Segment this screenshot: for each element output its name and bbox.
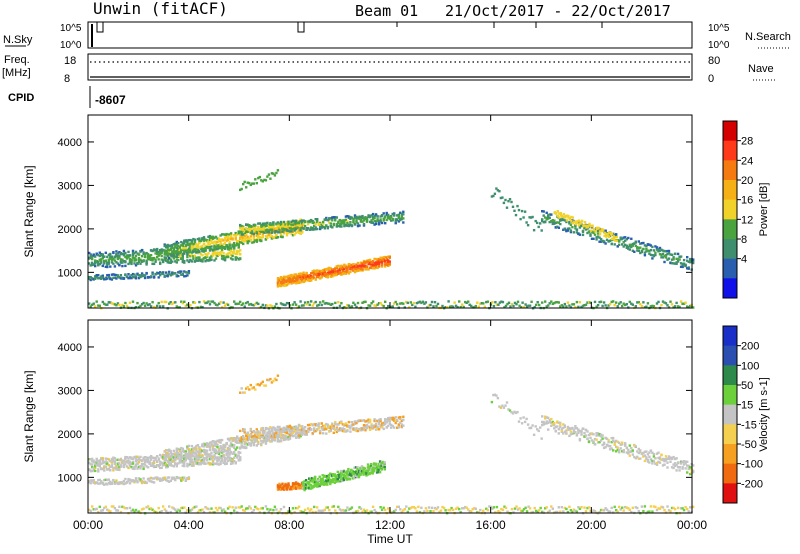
freq-strip: Freq. [MHz] 18 8 80 0 Nave bbox=[2, 53, 775, 85]
x-tick-label: 08:00 bbox=[274, 518, 304, 532]
velocity-scatter bbox=[88, 374, 695, 515]
colorbar-tick-label: 8 bbox=[741, 234, 747, 246]
power-colorbar: 28 24 20 16 12 8 4 Power [dB] bbox=[722, 120, 770, 299]
velocity-colorbar: 200 100 50 15 -15 -50 -100 -200 Velocity [m s-1] bbox=[722, 325, 770, 504]
colorbar-swatch bbox=[723, 199, 737, 220]
freq-label-1: Freq. bbox=[4, 54, 30, 66]
colorbar-label: Velocity [m s-1] bbox=[758, 377, 770, 452]
colorbar-tick-label: -100 bbox=[741, 459, 763, 471]
x-tick-label: 00:00 bbox=[677, 518, 707, 532]
freq-tick-bottom: 8 bbox=[64, 73, 70, 85]
freq-label-2: [MHz] bbox=[2, 67, 31, 79]
colorbar-tick-label: 200 bbox=[741, 341, 759, 353]
nsky-label: N.Sky bbox=[3, 34, 33, 46]
y-axis-label: Slant Range [km] bbox=[22, 165, 36, 257]
colorbar-swatch bbox=[723, 278, 737, 299]
colorbar-swatch bbox=[723, 463, 737, 484]
colorbar-swatch bbox=[723, 121, 737, 142]
y-tick-label: 1000 bbox=[58, 472, 82, 484]
date-range: 21/Oct/2017 - 22/Oct/2017 bbox=[445, 2, 671, 20]
colorbar-swatch bbox=[723, 345, 737, 366]
colorbar-swatch bbox=[723, 239, 737, 260]
x-tick-label: 04:00 bbox=[174, 518, 204, 532]
colorbar-swatch bbox=[723, 424, 737, 445]
power-frame bbox=[87, 114, 693, 309]
colorbar-tick-label: -15 bbox=[741, 419, 757, 431]
x-tick-label: 12:00 bbox=[375, 518, 405, 532]
colorbar-swatch bbox=[723, 326, 737, 347]
colorbar-tick-label: -200 bbox=[741, 478, 763, 490]
y-tick-label: 2000 bbox=[58, 224, 82, 236]
colorbar-label: Power [dB] bbox=[758, 183, 770, 237]
nsky-strip: N.Sky 10^5 10^0 10^5 10^0 N.Search bbox=[3, 21, 791, 51]
y-tick-label: 4000 bbox=[58, 137, 82, 149]
colorbar-swatch bbox=[723, 180, 737, 201]
colorbar-tick-label: 20 bbox=[741, 175, 753, 187]
colorbar-tick-label: 4 bbox=[741, 254, 747, 266]
x-tick-label: 20:00 bbox=[576, 518, 606, 532]
nave-tick-top: 80 bbox=[708, 55, 720, 67]
x-tick-label: 16:00 bbox=[476, 518, 506, 532]
station-title: Unwin (fitACF) bbox=[93, 0, 228, 18]
nave-label: Nave bbox=[748, 63, 774, 75]
colorbar-swatch bbox=[723, 140, 737, 161]
y-tick-label: 3000 bbox=[58, 385, 82, 397]
colorbar-tick-label: 15 bbox=[741, 400, 753, 412]
y-axis-label: Slant Range [km] bbox=[22, 370, 36, 462]
nsearch-tick-bottom: 10^0 bbox=[708, 40, 730, 51]
nsearch-label: N.Search bbox=[745, 31, 791, 43]
colorbar-swatch bbox=[723, 404, 737, 425]
colorbar-tick-label: -50 bbox=[741, 439, 757, 451]
colorbar-swatch bbox=[723, 160, 737, 181]
nave-tick-bottom: 0 bbox=[708, 73, 714, 85]
y-tick-label: 1000 bbox=[58, 267, 82, 279]
colorbar-swatch bbox=[723, 444, 737, 465]
colorbar-swatch bbox=[723, 365, 737, 386]
power-scatter bbox=[88, 169, 695, 310]
nsky-tick-top: 10^5 bbox=[60, 23, 82, 34]
x-tick-label: 00:00 bbox=[73, 518, 103, 532]
velocity-panel: 1000 2000 3000 4000 Slant Range [km] 200 100 50… bbox=[22, 319, 770, 546]
colorbar-frame bbox=[722, 325, 738, 504]
y-tick-label: 4000 bbox=[58, 342, 82, 354]
velocity-frame bbox=[87, 319, 693, 514]
colorbar-tick-label: 50 bbox=[741, 380, 753, 392]
power-panel: 1000 2000 3000 4000 Slant Range [km] 28 24 20 16… bbox=[22, 114, 770, 310]
y-tick-label: 3000 bbox=[58, 180, 82, 192]
colorbar-swatch bbox=[723, 258, 737, 279]
colorbar-tick-label: 16 bbox=[741, 195, 753, 207]
colorbar-swatch bbox=[723, 385, 737, 406]
nsky-tick-bottom: 10^0 bbox=[60, 40, 82, 51]
cpid-value: -8607 bbox=[95, 93, 126, 107]
colorbar-swatch bbox=[723, 219, 737, 240]
colorbar-tick-label: 100 bbox=[741, 360, 759, 372]
x-axis-label: Time UT bbox=[367, 532, 413, 546]
cpid-label: CPID bbox=[8, 92, 34, 104]
colorbar-swatch bbox=[723, 483, 737, 504]
y-tick-label: 2000 bbox=[58, 429, 82, 441]
colorbar-tick-label: 24 bbox=[741, 155, 753, 167]
colorbar-tick-label: 12 bbox=[741, 214, 753, 226]
beam-label: Beam 01 bbox=[355, 2, 418, 20]
nsearch-tick-top: 10^5 bbox=[708, 23, 730, 34]
freq-tick-top: 18 bbox=[64, 55, 76, 67]
colorbar-frame bbox=[722, 120, 738, 299]
colorbar-tick-label: 28 bbox=[741, 136, 753, 148]
